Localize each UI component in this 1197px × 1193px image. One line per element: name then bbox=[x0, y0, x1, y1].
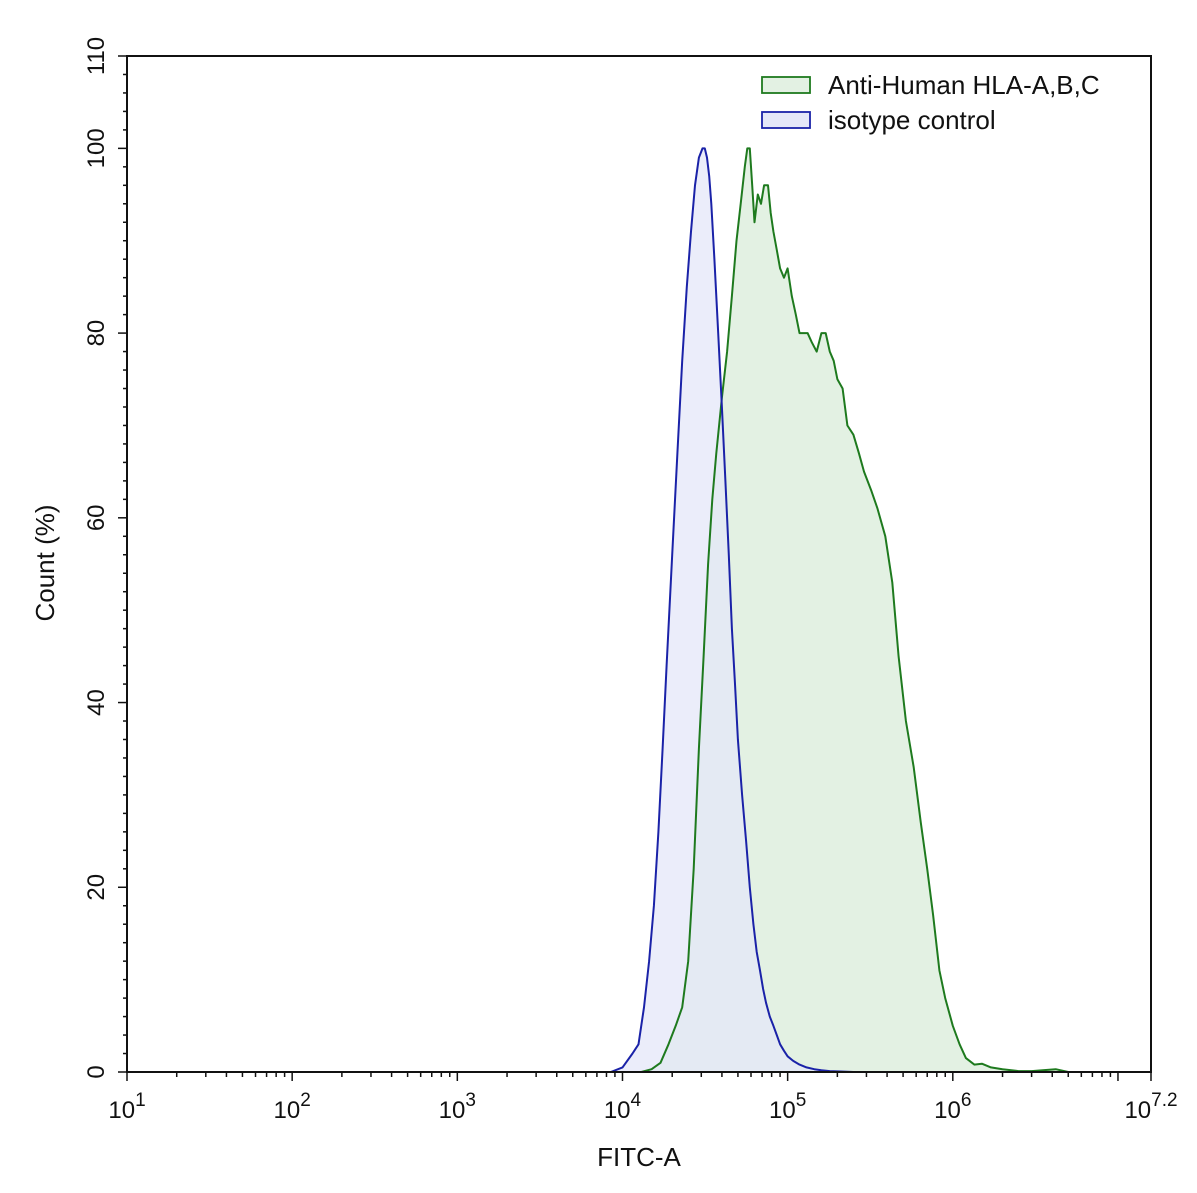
x-tick-label: 103 bbox=[439, 1090, 476, 1124]
x-tick-label: 102 bbox=[274, 1090, 311, 1124]
x-axis-title: FITC-A bbox=[597, 1142, 681, 1172]
y-tick-label: 110 bbox=[83, 37, 110, 75]
x-tick-label: 107.2 bbox=[1124, 1090, 1177, 1124]
plot-frame bbox=[126, 55, 1152, 1073]
legend: Anti-Human HLA-A,B,C isotype control bbox=[761, 70, 1100, 135]
series-area-0 bbox=[641, 148, 1069, 1072]
x-tick-label: 106 bbox=[934, 1090, 971, 1124]
series-line-0 bbox=[641, 147, 1069, 1073]
x-tick-label: 101 bbox=[108, 1090, 145, 1124]
series-fills bbox=[610, 148, 1069, 1072]
series-lines bbox=[610, 147, 1069, 1073]
x-tick-label: 105 bbox=[769, 1090, 806, 1124]
x-tick-label: 104 bbox=[604, 1090, 642, 1124]
y-tick-label: 60 bbox=[83, 504, 110, 531]
y-tick-label: 0 bbox=[83, 1065, 110, 1078]
legend-label: Anti-Human HLA-A,B,C bbox=[828, 70, 1100, 100]
legend-label: isotype control bbox=[828, 105, 996, 135]
y-tick-label: 40 bbox=[83, 689, 110, 716]
y-tick-label: 100 bbox=[83, 128, 110, 168]
legend-swatch bbox=[761, 76, 811, 94]
y-tick-label: 80 bbox=[83, 320, 110, 347]
series-area-1 bbox=[610, 148, 854, 1072]
series-line-1 bbox=[610, 147, 854, 1073]
y-axis: 0 20 40 60 80 100 110 bbox=[83, 37, 127, 1079]
legend-swatch bbox=[761, 111, 811, 129]
y-axis-title: Count (%) bbox=[30, 504, 60, 621]
x-axis: 101 102 103 104 105 106 107.2 bbox=[108, 1072, 1178, 1124]
y-tick-label: 20 bbox=[83, 874, 110, 901]
